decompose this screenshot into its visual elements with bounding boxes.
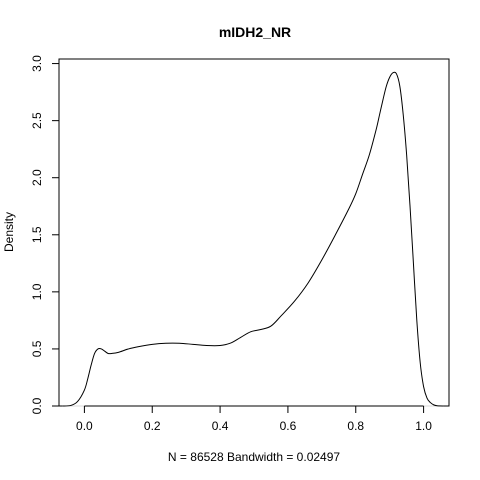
x-tick-label: 0.4 — [212, 419, 229, 433]
y-tick-label: 2.5 — [30, 112, 44, 129]
plot-frame — [58, 58, 450, 407]
x-tick-label: 0.8 — [347, 419, 364, 433]
y-tick-label: 2.0 — [30, 169, 44, 186]
y-axis-label: Density — [2, 212, 16, 252]
y-tick-label: 3.0 — [30, 55, 44, 72]
chart-title: mIDH2_NR — [219, 24, 291, 40]
y-tick-label: 1.5 — [30, 226, 44, 243]
y-tick-label: 1.0 — [30, 283, 44, 300]
x-axis-label: N = 86528 Bandwidth = 0.02497 — [168, 450, 340, 464]
x-tick-label: 0.6 — [280, 419, 297, 433]
x-tick-label: 1.0 — [415, 419, 432, 433]
y-axis: 0.0 0.5 1.0 1.5 2.0 2.5 3.0 — [30, 55, 60, 414]
density-curve — [62, 71, 444, 407]
y-tick-label: 0.0 — [30, 397, 44, 414]
x-axis: 0.0 0.2 0.4 0.6 0.8 1.0 — [76, 405, 432, 433]
x-tick-label: 0.0 — [76, 419, 93, 433]
y-tick-label: 0.5 — [30, 340, 44, 357]
x-tick-label: 0.2 — [144, 419, 161, 433]
